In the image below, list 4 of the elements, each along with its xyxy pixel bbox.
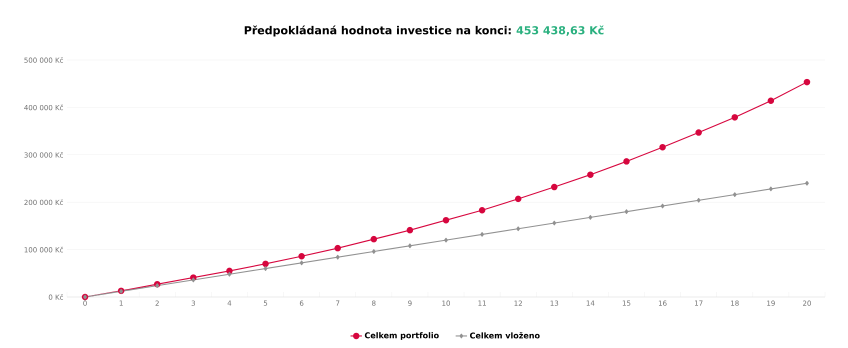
- chart-subtitle: 453 438,63 Kč: [516, 25, 604, 36]
- chart-title: Předpokládaná hodnota investice na konci:: [244, 25, 511, 37]
- legend-label: Celkem portfolio: [364, 332, 439, 340]
- legend-label: Celkem vloženo: [470, 332, 540, 339]
